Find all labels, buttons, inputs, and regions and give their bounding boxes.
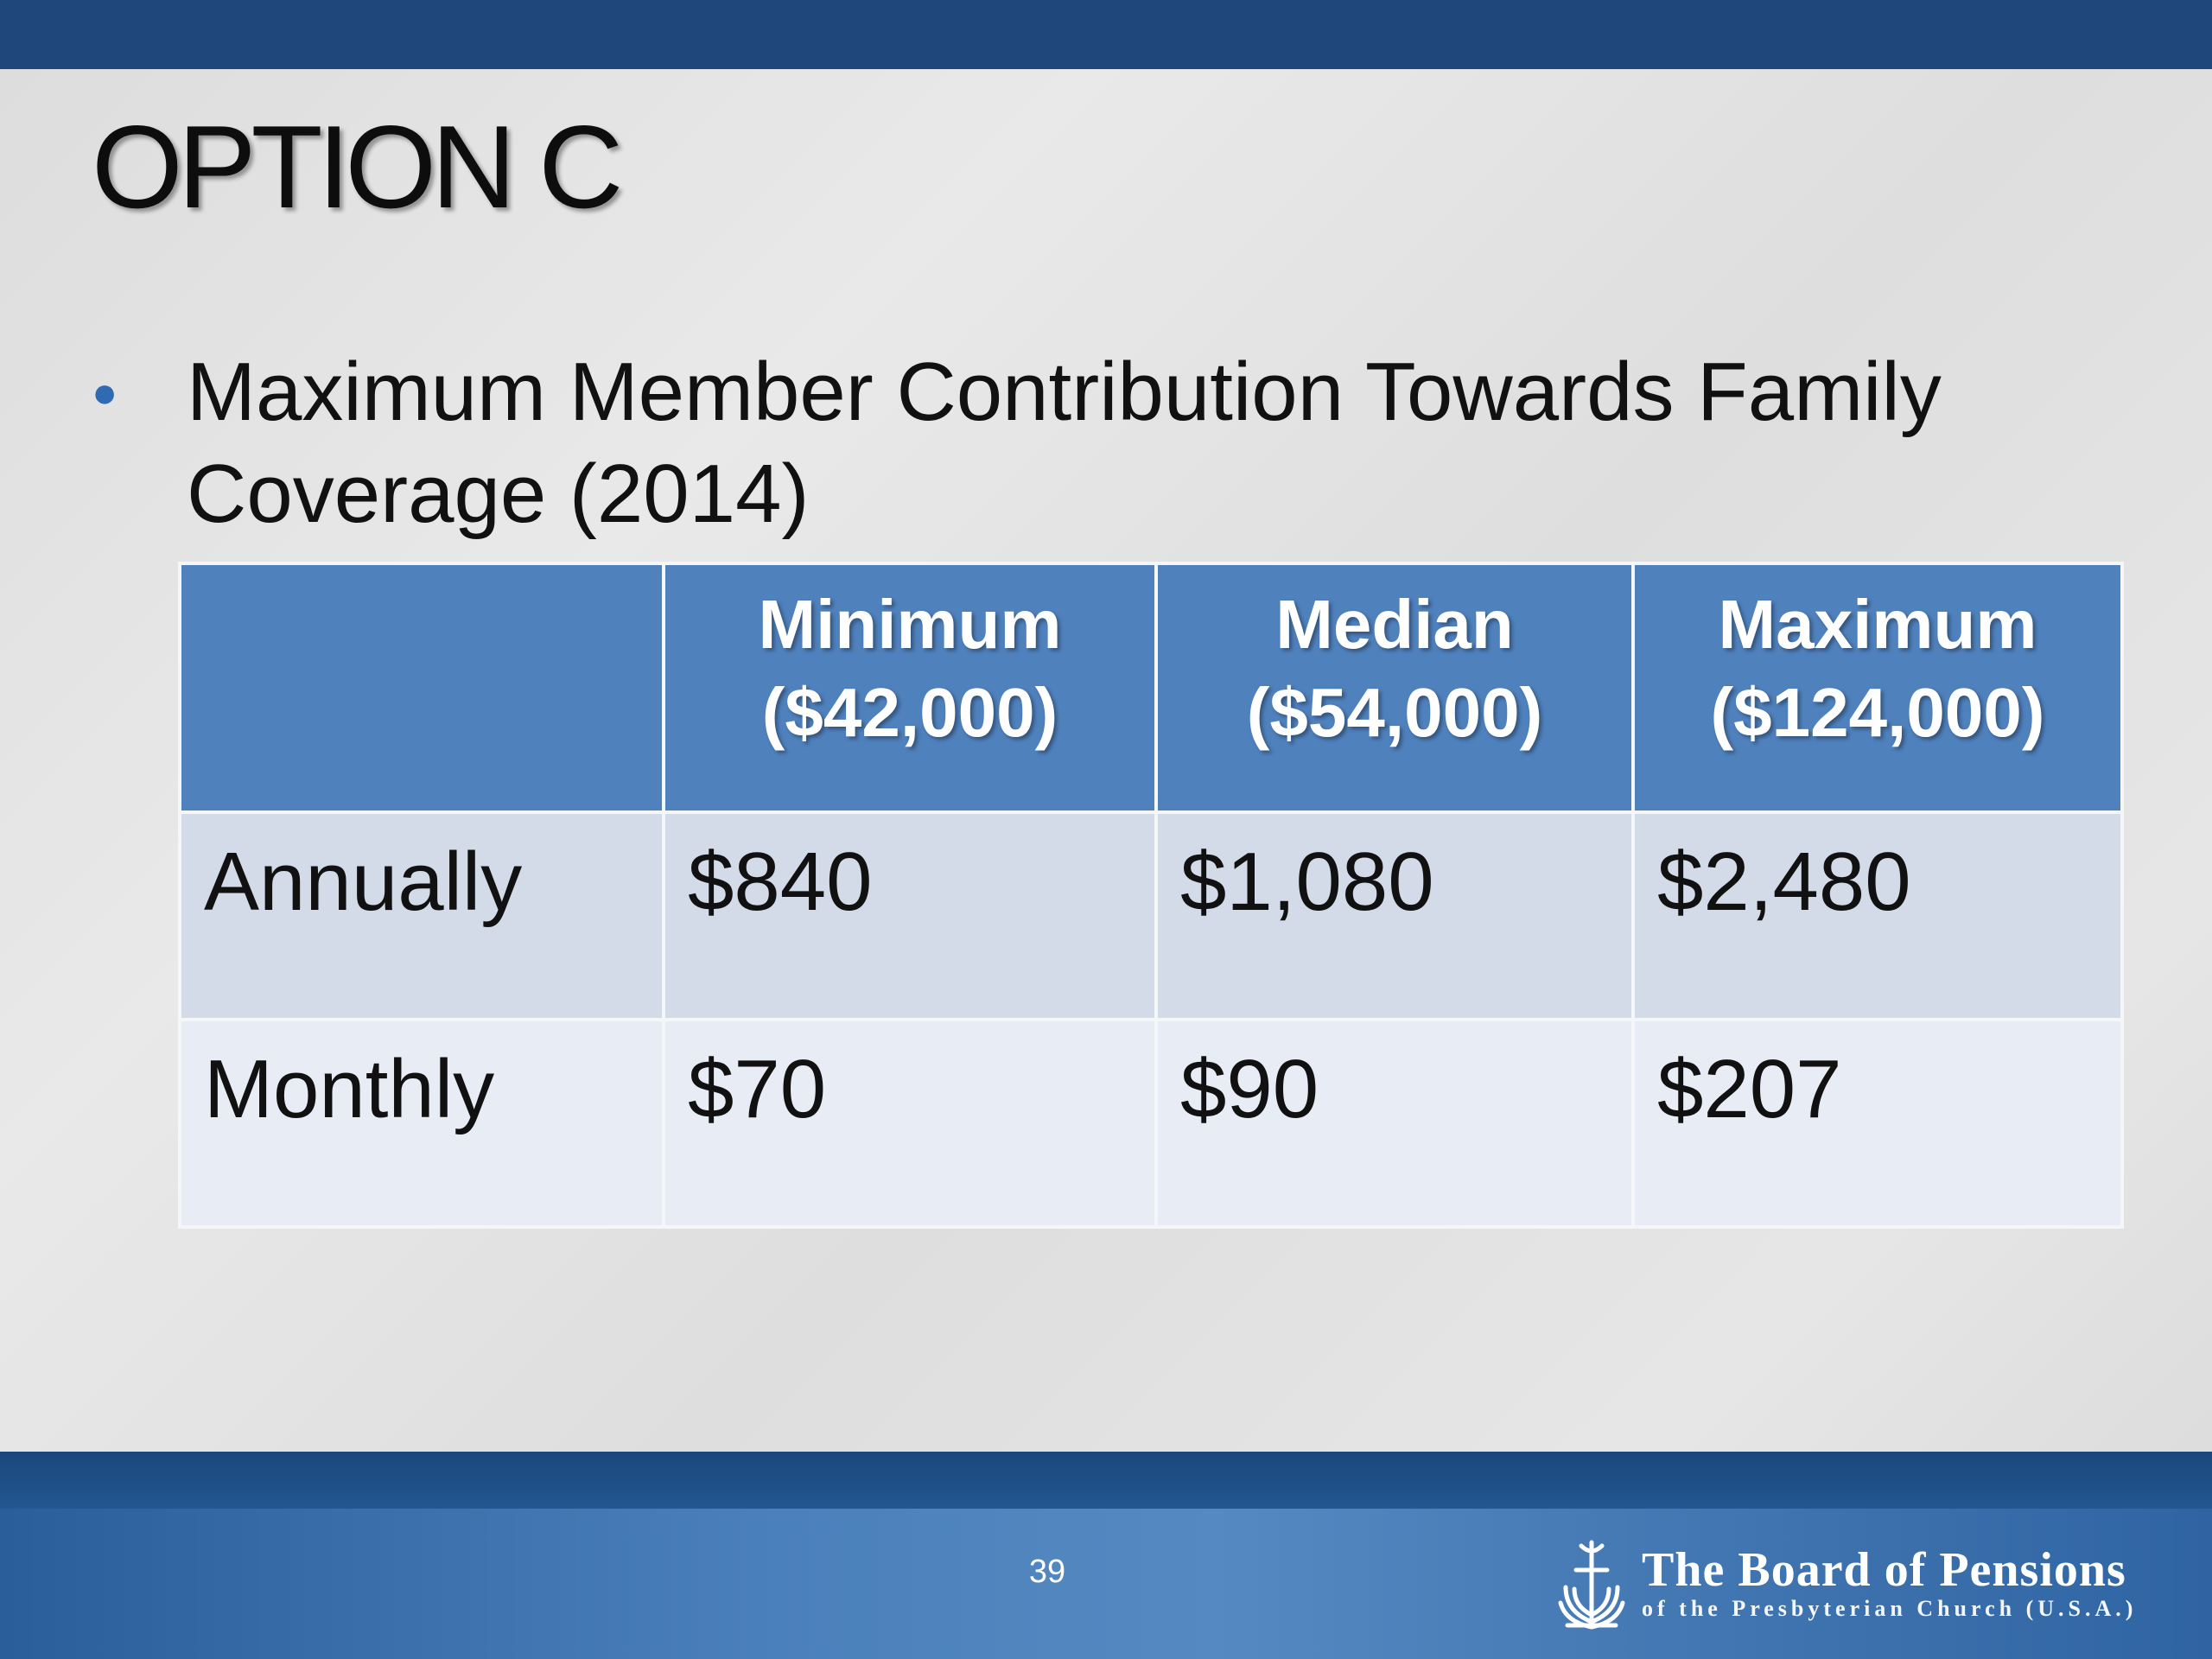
row-label-annually: Annually: [178, 810, 665, 1021]
row-label-monthly: Monthly: [178, 1018, 665, 1229]
header-cell-blank: [178, 562, 665, 814]
header-minimum-label: Minimum ($42,000): [758, 586, 1062, 751]
table-row-annually: Annually $840 $1,080 $2,480: [178, 810, 2124, 1021]
header-cell-minimum: Minimum ($42,000): [662, 562, 1158, 814]
cell-annually-median: $1,080: [1154, 810, 1635, 1021]
bullet-text: Maximum Member Contribution Towards Fami…: [187, 346, 1942, 540]
cell-monthly-median: $90: [1154, 1018, 1635, 1229]
header-cell-median: Median ($54,000): [1154, 562, 1635, 814]
logo-org-subtitle: of the Presbyterian Church (U.S.A.): [1642, 1596, 2138, 1621]
footer-bar: [0, 1452, 2212, 1659]
page-number: 39: [1028, 1554, 1066, 1590]
cell-monthly-minimum: $70: [662, 1018, 1158, 1229]
top-banner: [0, 0, 2212, 69]
table-header-row: Minimum ($42,000) Median ($54,000) Maxim…: [178, 562, 2124, 814]
presbyterian-seal-icon: [1558, 1540, 1625, 1630]
header-cell-maximum: Maximum ($124,000): [1631, 562, 2124, 814]
header-median-label: Median ($54,000): [1246, 586, 1543, 751]
slide-title: OPTION C: [92, 101, 623, 232]
bullet-dot-icon: ●: [92, 368, 118, 416]
cell-annually-maximum: $2,480: [1631, 810, 2124, 1021]
logo-org-name: The Board of Pensions: [1642, 1543, 2126, 1597]
board-of-pensions-logo: The Board of Pensions of the Presbyteria…: [1555, 1531, 2160, 1635]
header-maximum-label: Maximum ($124,000): [1710, 586, 2045, 751]
cell-annually-minimum: $840: [662, 810, 1158, 1021]
table-row-monthly: Monthly $70 $90 $207: [178, 1018, 2124, 1229]
footer-band: [0, 1452, 2212, 1509]
contribution-table: Minimum ($42,000) Median ($54,000) Maxim…: [178, 562, 2124, 1229]
bullet-item: ● Maximum Member Contribution Towards Fa…: [92, 341, 2113, 545]
logo-wordmark: The Board of Pensions of the Presbyteria…: [1642, 1544, 2137, 1622]
cell-monthly-maximum: $207: [1631, 1018, 2124, 1229]
